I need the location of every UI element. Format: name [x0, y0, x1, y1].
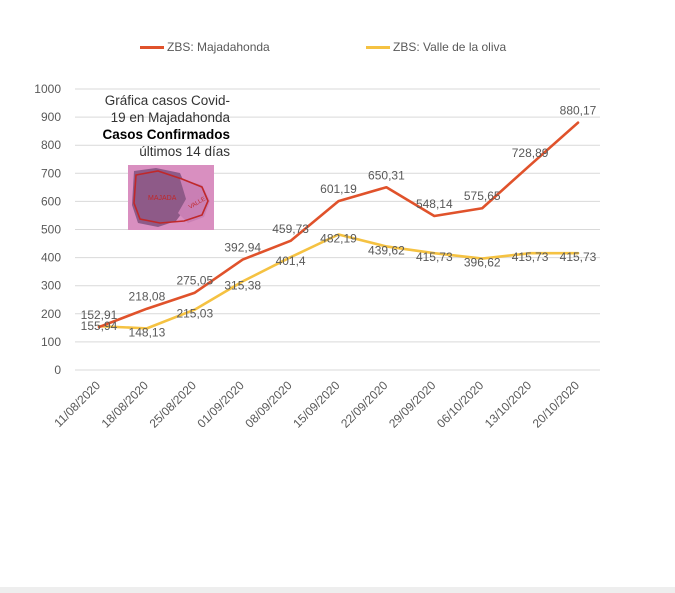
area-map-image: MAJADA VALLE — [128, 165, 214, 230]
data-label-majadahonda: 728,89 — [512, 146, 549, 160]
x-tick-label: 01/09/2020 — [194, 378, 247, 431]
y-tick-label: 100 — [41, 335, 61, 349]
series-line-valle — [97, 233, 580, 330]
bottom-bar — [0, 587, 675, 593]
map-outline — [133, 170, 209, 224]
legend-label-valle: ZBS: Valle de la oliva — [393, 40, 507, 54]
data-label-majadahonda: 650,31 — [368, 168, 405, 182]
y-tick-label: 0 — [54, 363, 61, 377]
data-label-valle: 439,62 — [368, 243, 405, 257]
x-tick-label: 11/08/2020 — [51, 378, 103, 430]
data-label-majadahonda: 601,19 — [320, 182, 357, 196]
x-tick-label: 15/09/2020 — [290, 378, 343, 431]
annotation-line-4: últimos 14 días — [139, 144, 230, 159]
y-tick-label: 500 — [41, 223, 61, 237]
data-label-majadahonda: 459,73 — [272, 222, 309, 236]
data-label-valle: 401,4 — [276, 254, 306, 268]
data-label-majadahonda: 880,17 — [560, 104, 597, 118]
y-tick-label: 800 — [41, 138, 61, 152]
x-tick-label: 25/08/2020 — [147, 378, 200, 431]
legend-swatch-valle — [366, 45, 390, 49]
y-tick-label: 300 — [41, 279, 61, 293]
x-tick-label: 20/10/2020 — [530, 378, 583, 431]
y-tick-label: 400 — [41, 251, 61, 265]
y-tick-label: 200 — [41, 307, 61, 321]
data-label-valle: 415,73 — [416, 250, 453, 264]
map-label-majada: MAJADA — [148, 195, 177, 202]
legend-swatch-majadahonda — [140, 45, 164, 49]
data-label-valle: 315,38 — [224, 278, 261, 292]
data-label-majadahonda: 218,08 — [129, 290, 166, 304]
x-tick-label: 29/09/2020 — [386, 378, 439, 431]
data-label-valle: 148,13 — [129, 325, 166, 339]
y-tick-label: 700 — [41, 166, 61, 180]
data-label-majadahonda: 275,05 — [176, 274, 213, 288]
x-tick-label: 18/08/2020 — [99, 378, 152, 431]
data-label-majadahonda: 548,14 — [416, 197, 453, 211]
y-tick-label: 600 — [41, 194, 61, 208]
data-label-majadahonda: 392,94 — [224, 241, 261, 255]
series-line-majadahonda — [97, 121, 580, 329]
annotation-line-3: Casos Confirmados — [102, 127, 230, 142]
chart-annotation: Gráfica casos Covid- 19 en Majadahonda C… — [92, 92, 230, 160]
x-tick-label: 13/10/2020 — [482, 378, 535, 431]
x-tick-label: 22/09/2020 — [338, 378, 391, 431]
annotation-line-1: Gráfica casos Covid- — [104, 93, 230, 108]
data-label-majadahonda: 575,65 — [464, 189, 501, 203]
data-label-valle: 415,73 — [512, 250, 549, 264]
map-region-majadahonda — [132, 168, 188, 227]
map-region-valle — [178, 179, 210, 223]
x-tick-label: 08/09/2020 — [242, 378, 295, 431]
data-label-valle: 155,94 — [81, 319, 118, 333]
legend-item-valle: ZBS: Valle de la oliva — [366, 40, 506, 54]
legend-label-majadahonda: ZBS: Majadahonda — [167, 40, 270, 54]
y-tick-label: 900 — [41, 110, 61, 124]
data-label-valle: 396,62 — [464, 256, 501, 270]
legend-item-majadahonda: ZBS: Majadahonda — [140, 40, 270, 54]
data-label-valle: 482,19 — [320, 232, 357, 246]
x-tick-label: 06/10/2020 — [434, 378, 487, 431]
annotation-line-2: 19 en Majadahonda — [110, 110, 230, 125]
data-label-valle: 415,73 — [560, 250, 597, 264]
y-tick-label: 1000 — [34, 82, 61, 96]
data-label-majadahonda: 152,91 — [81, 308, 118, 322]
data-label-valle: 215,03 — [176, 307, 213, 321]
